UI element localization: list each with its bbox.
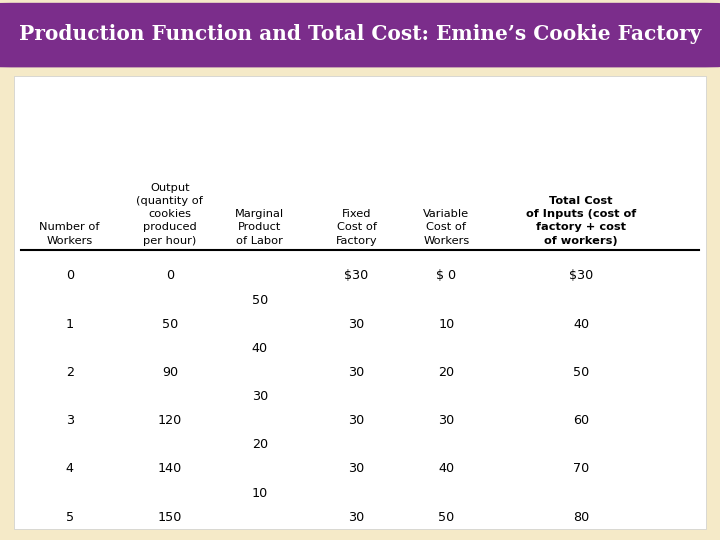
- Text: 150: 150: [158, 511, 182, 524]
- Text: Production Function and Total Cost: Emine’s Cookie Factory: Production Function and Total Cost: Emin…: [19, 24, 701, 44]
- Text: $ 0: $ 0: [436, 269, 456, 282]
- Text: 40: 40: [252, 342, 268, 355]
- Text: 30: 30: [348, 414, 364, 427]
- Text: Fixed
Cost of
Factory: Fixed Cost of Factory: [336, 210, 377, 246]
- Text: 90: 90: [162, 366, 178, 379]
- Text: 0: 0: [66, 269, 73, 282]
- Text: 30: 30: [348, 366, 364, 379]
- Text: 120: 120: [158, 414, 182, 427]
- Text: 80: 80: [573, 511, 589, 524]
- Text: 60: 60: [573, 414, 589, 427]
- Text: 5: 5: [66, 511, 73, 524]
- Text: Number of
Workers: Number of Workers: [40, 222, 100, 246]
- Text: $30: $30: [344, 269, 369, 282]
- Text: 10: 10: [252, 487, 268, 500]
- Text: 30: 30: [348, 462, 364, 475]
- Text: 50: 50: [162, 318, 178, 330]
- Text: 4: 4: [66, 462, 73, 475]
- Text: 50: 50: [573, 366, 589, 379]
- Text: 20: 20: [438, 366, 454, 379]
- Text: 40: 40: [573, 318, 589, 330]
- Text: 10: 10: [438, 318, 454, 330]
- Text: Total Cost
of Inputs (cost of
factory + cost
of workers): Total Cost of Inputs (cost of factory + …: [526, 196, 636, 246]
- Text: 0: 0: [166, 269, 174, 282]
- Text: 50: 50: [252, 294, 268, 307]
- Text: 30: 30: [348, 511, 364, 524]
- Text: 30: 30: [348, 318, 364, 330]
- Text: 20: 20: [252, 438, 268, 451]
- Text: Variable
Cost of
Workers: Variable Cost of Workers: [423, 210, 469, 246]
- Text: 30: 30: [438, 414, 454, 427]
- Text: Output
(quantity of
cookies
produced
per hour): Output (quantity of cookies produced per…: [137, 183, 203, 246]
- Text: 1: 1: [66, 318, 73, 330]
- Text: 2: 2: [66, 366, 73, 379]
- Text: 3: 3: [66, 414, 73, 427]
- Text: 40: 40: [438, 462, 454, 475]
- Text: 50: 50: [438, 511, 454, 524]
- FancyBboxPatch shape: [0, 3, 720, 68]
- FancyBboxPatch shape: [14, 76, 706, 529]
- Text: $30: $30: [569, 269, 593, 282]
- Text: 140: 140: [158, 462, 182, 475]
- Text: 30: 30: [252, 390, 268, 403]
- Text: Marginal
Product
of Labor: Marginal Product of Labor: [235, 210, 284, 246]
- Text: 70: 70: [573, 462, 589, 475]
